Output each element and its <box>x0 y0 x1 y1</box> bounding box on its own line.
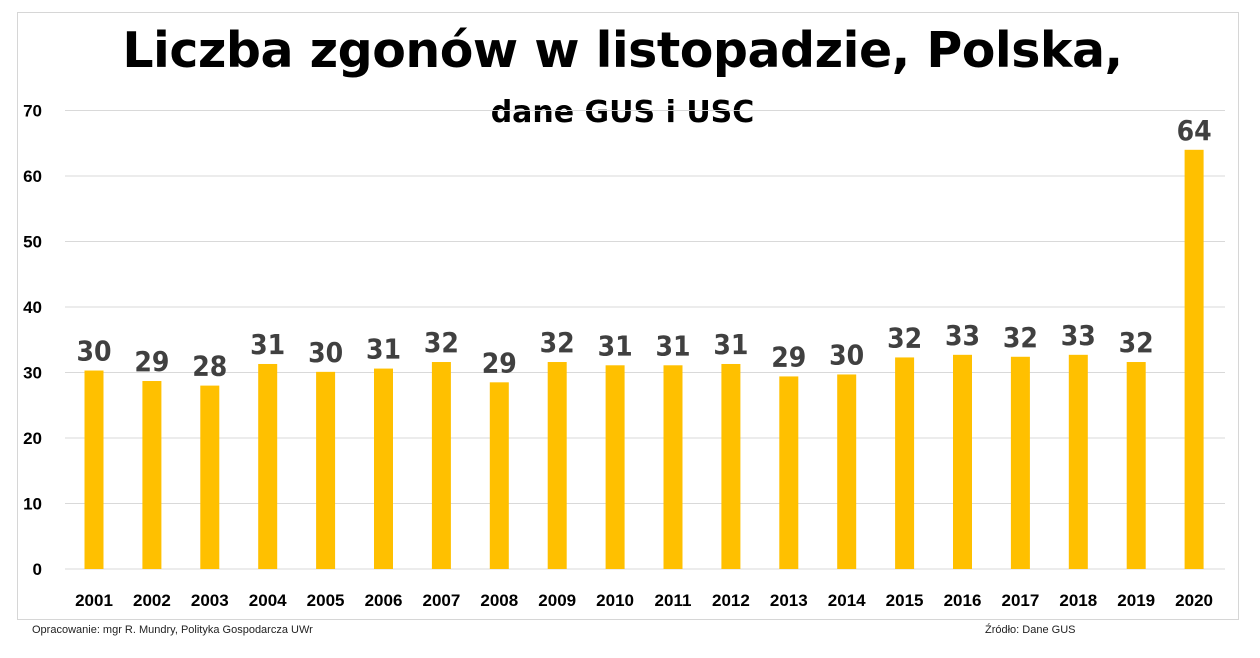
bar <box>953 354 972 569</box>
x-tick-label: 2008 <box>480 591 518 610</box>
x-tick-label: 2020 <box>1175 591 1213 610</box>
bar <box>605 365 625 569</box>
bar <box>431 362 451 569</box>
data-label: 32 <box>1119 326 1154 359</box>
bar <box>200 385 220 569</box>
x-tick-label: 2013 <box>770 591 808 610</box>
bar <box>663 365 683 569</box>
source-credit: Źródło: Dane GUS <box>985 624 1076 636</box>
x-tick-label: 2003 <box>191 591 229 610</box>
bar <box>374 368 393 569</box>
y-tick-label: 50 <box>23 233 42 252</box>
y-tick-label: 10 <box>23 495 42 514</box>
data-label: 33 <box>1061 319 1096 352</box>
bar <box>84 370 104 569</box>
chart-title: Liczba zgonów w listopadzie, Polska, <box>122 22 1123 79</box>
data-label: 31 <box>250 328 285 361</box>
data-label: 31 <box>655 329 690 362</box>
y-tick-label: 60 <box>23 167 42 186</box>
data-label: 32 <box>887 321 922 354</box>
data-label: 31 <box>366 333 401 366</box>
data-label: 29 <box>482 346 517 379</box>
bar <box>1010 356 1030 569</box>
bar <box>258 363 278 569</box>
data-label: 64 <box>1177 114 1212 147</box>
data-label: 29 <box>134 345 169 378</box>
bar <box>489 382 509 569</box>
bar-chart: 0 10 20 30 40 50 60 70 30 2001 29 2002 28 2003 31 2004 3… <box>23 102 1225 610</box>
y-tick-label: 20 <box>23 429 42 448</box>
y-tick-label: 0 <box>33 560 42 579</box>
y-tick-label: 30 <box>23 364 42 383</box>
bar <box>142 381 162 569</box>
x-tick-label: 2014 <box>828 591 866 610</box>
data-label: 32 <box>1003 321 1038 354</box>
data-label: 30 <box>308 336 343 369</box>
x-tick-label: 2019 <box>1117 591 1155 610</box>
bar <box>547 362 567 569</box>
bar <box>316 371 336 569</box>
chart-subtitle: dane GUS i USC <box>490 95 755 130</box>
x-tick-label: 2015 <box>886 591 924 610</box>
data-label: 29 <box>771 340 806 373</box>
x-tick-label: 2010 <box>596 591 634 610</box>
y-tick-label: 70 <box>23 102 42 121</box>
x-tick-label: 2005 <box>307 591 345 610</box>
x-tick-label: 2007 <box>422 591 460 610</box>
x-tick-label: 2002 <box>133 591 171 610</box>
data-label: 30 <box>829 338 864 371</box>
x-tick-label: 2006 <box>365 591 403 610</box>
x-tick-label: 2018 <box>1059 591 1097 610</box>
data-label: 32 <box>424 326 459 359</box>
bar <box>1068 354 1088 569</box>
chart-frame <box>17 12 1239 620</box>
bar <box>1184 149 1204 570</box>
x-tick-label: 2001 <box>75 591 113 610</box>
x-tick-label: 2016 <box>944 591 982 610</box>
data-label: 28 <box>192 350 227 383</box>
bar <box>895 357 915 569</box>
data-label: 32 <box>540 326 575 359</box>
x-tick-label: 2012 <box>712 591 750 610</box>
x-tick-label: 2011 <box>655 591 692 610</box>
y-tick-label: 40 <box>23 298 42 317</box>
bar <box>1126 362 1146 569</box>
data-label: 30 <box>76 335 111 368</box>
bar <box>779 376 799 569</box>
data-label: 33 <box>945 319 980 352</box>
x-tick-label: 2017 <box>1001 591 1039 610</box>
author-credit: Opracowanie: mgr R. Mundry, Polityka Gos… <box>32 624 313 636</box>
x-tick-label: 2004 <box>249 591 287 610</box>
bar <box>721 363 741 569</box>
bar <box>837 374 857 569</box>
data-label: 31 <box>598 329 633 362</box>
data-label: 31 <box>713 328 748 361</box>
x-tick-label: 2009 <box>538 591 576 610</box>
